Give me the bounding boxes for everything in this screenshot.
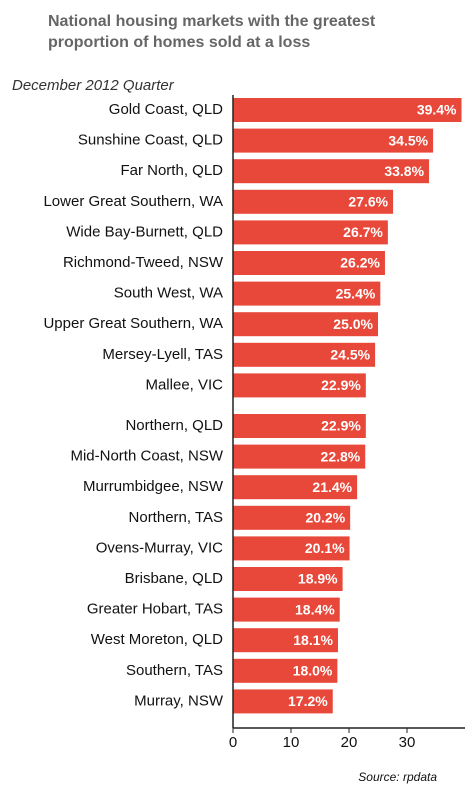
value-label: 33.8% — [384, 163, 424, 179]
category-label: Northern, TAS — [129, 509, 223, 526]
x-tick-label: 30 — [399, 734, 416, 751]
category-label: South West, WA — [114, 285, 223, 302]
category-label: Gold Coast, QLD — [109, 101, 223, 118]
chart-title: proportion of homes sold at a loss — [48, 34, 310, 51]
x-tick-label: 0 — [229, 734, 237, 751]
bar — [233, 220, 388, 245]
x-tick-label: 20 — [341, 734, 358, 751]
bar — [233, 505, 351, 530]
category-label: Mallee, VIC — [145, 376, 223, 393]
category-label: Lower Great Southern, WA — [43, 193, 223, 210]
bar — [233, 98, 462, 122]
category-label: Far North, QLD — [120, 162, 223, 179]
category-label: Wide Bay-Burnett, QLD — [66, 223, 223, 240]
bar — [233, 689, 333, 714]
bar — [233, 475, 358, 500]
value-label: 20.1% — [305, 540, 345, 556]
value-label: 18.9% — [298, 571, 338, 587]
bar — [233, 251, 385, 275]
bar — [233, 414, 366, 438]
bar — [233, 342, 376, 367]
value-label: 25.4% — [336, 285, 376, 301]
value-label: 22.8% — [321, 448, 361, 464]
value-label: 26.7% — [343, 224, 383, 240]
bar — [233, 628, 338, 653]
category-label: Richmond-Tweed, NSW — [63, 254, 224, 271]
value-label: 18.1% — [293, 632, 333, 648]
category-label: Mersey-Lyell, TAS — [102, 346, 223, 363]
value-label: 20.2% — [305, 510, 345, 526]
bar — [233, 159, 430, 184]
category-label: Ovens-Murray, VIC — [96, 539, 223, 556]
bar — [233, 128, 434, 153]
chart-title: National housing markets with the greate… — [48, 13, 376, 30]
value-label: 17.2% — [288, 693, 328, 709]
bar — [233, 373, 366, 398]
value-label: 24.5% — [330, 347, 370, 363]
value-label: 34.5% — [388, 132, 428, 148]
category-label: Greater Hobart, TAS — [87, 601, 223, 618]
value-label: 26.2% — [340, 255, 380, 271]
bar — [233, 444, 366, 469]
value-label: 22.9% — [321, 418, 361, 434]
category-label: Southern, TAS — [126, 662, 223, 679]
bar — [233, 536, 350, 561]
value-label: 25.0% — [333, 316, 373, 332]
category-label: Northern, QLD — [125, 417, 223, 434]
subtitle: December 2012 Quarter — [12, 77, 175, 94]
source: Source: rpdata — [358, 770, 437, 784]
bar — [233, 597, 340, 622]
value-label: 39.4% — [417, 102, 457, 118]
bar — [233, 189, 394, 214]
category-label: Brisbane, QLD — [125, 570, 224, 587]
category-label: West Moreton, QLD — [91, 631, 223, 648]
category-label: Murray, NSW — [134, 692, 224, 709]
value-label: 22.9% — [321, 377, 361, 393]
bar — [233, 312, 378, 337]
category-label: Mid-North Coast, NSW — [70, 448, 223, 465]
category-label: Sunshine Coast, QLD — [78, 132, 223, 149]
x-tick-label: 10 — [283, 734, 300, 751]
value-label: 21.4% — [312, 479, 352, 495]
bar — [233, 281, 381, 306]
value-label: 18.0% — [293, 663, 333, 679]
category-label: Murrumbidgee, NSW — [83, 478, 224, 495]
category-label: Upper Great Southern, WA — [43, 315, 223, 332]
value-label: 18.4% — [295, 601, 335, 617]
bar — [233, 658, 338, 683]
value-label: 27.6% — [348, 194, 388, 210]
bar — [233, 567, 343, 591]
